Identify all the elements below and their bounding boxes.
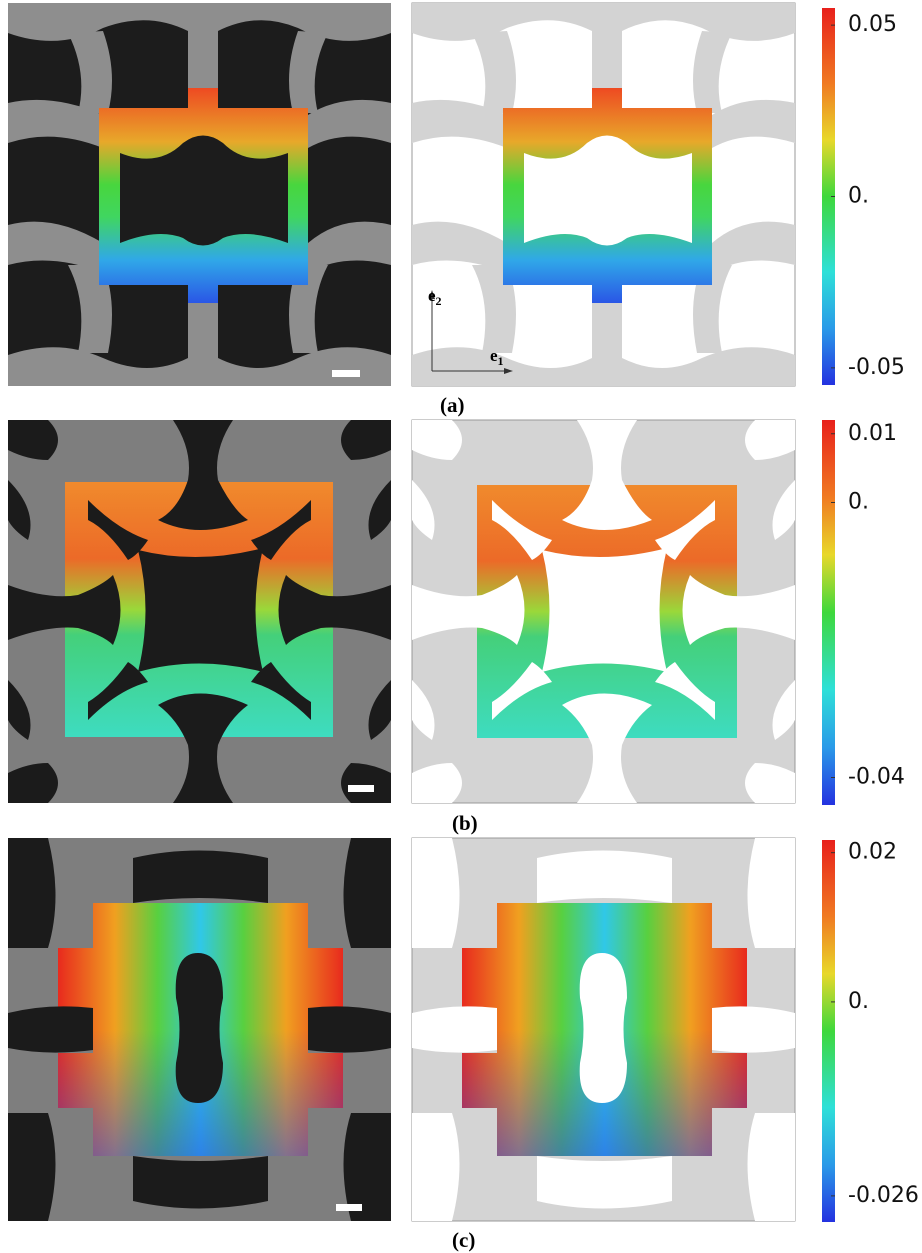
colorbar-tick-label: -0.05 <box>848 355 905 380</box>
basis-index: 1 <box>498 354 504 368</box>
photo-a <box>8 3 391 386</box>
simulation-b <box>411 419 796 804</box>
colorbar-tick-label: 0.05 <box>848 12 897 37</box>
basis-symbol: e <box>428 286 436 305</box>
colorbar-tick-label: 0. <box>848 989 869 1014</box>
basis-symbol: e <box>490 346 498 365</box>
colorbar <box>822 420 835 805</box>
basis-index: 2 <box>436 294 442 308</box>
basis-label: e1 <box>490 346 504 368</box>
colorbar-tick-label: 0.02 <box>848 840 897 865</box>
panel-label: (b) <box>452 811 478 835</box>
colorbar <box>822 8 835 385</box>
simulation-a: e2 e1 <box>411 2 796 387</box>
colorbar <box>822 840 835 1222</box>
colorbar-tick-label: -0.026 <box>848 1183 919 1208</box>
photo-b <box>8 420 391 803</box>
colorbar-tick-label: 0.01 <box>848 421 897 446</box>
panel-label: (c) <box>452 1228 475 1252</box>
colorbar-tick-label: 0. <box>848 490 869 515</box>
colorbar-tick-label: -0.04 <box>848 765 905 790</box>
simulation-c <box>411 837 796 1222</box>
photo-c <box>8 838 391 1221</box>
panel-label: (a) <box>440 393 465 417</box>
colorbar-tick-label: 0. <box>848 184 869 209</box>
basis-label: e2 <box>428 286 442 308</box>
